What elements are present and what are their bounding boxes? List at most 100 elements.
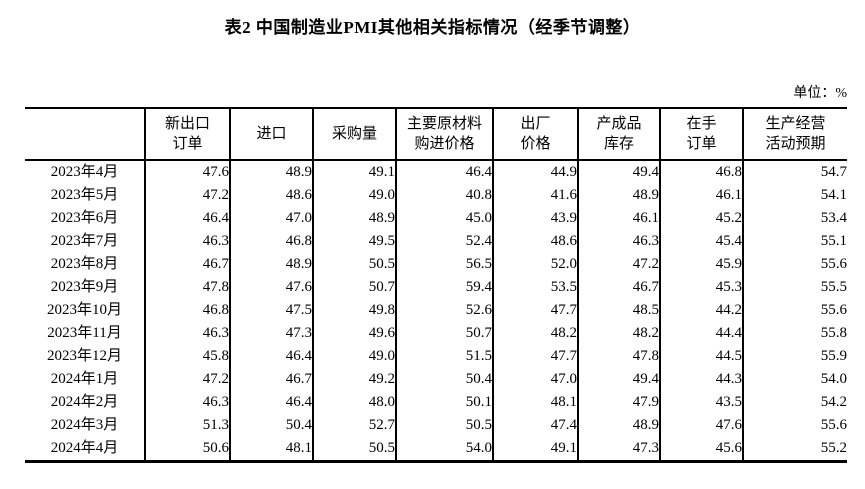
- value-cell: 46.4: [145, 207, 231, 230]
- value-cell: 45.3: [660, 276, 744, 299]
- value-cell: 43.5: [660, 391, 744, 414]
- value-cell: 47.2: [145, 368, 231, 391]
- value-cell: 48.1: [493, 391, 579, 414]
- value-cell: 52.6: [396, 299, 494, 322]
- value-cell: 51.3: [145, 414, 231, 437]
- value-cell: 52.0: [493, 253, 579, 276]
- column-header: 新出口 订单: [145, 107, 231, 161]
- value-cell: 46.7: [145, 253, 231, 276]
- value-cell: 50.1: [396, 391, 494, 414]
- table-row: 2024年3月 51.3 50.4 52.7 50.5 47.4 48.9 47.6 55.6: [25, 414, 847, 437]
- value-cell: 46.3: [145, 230, 231, 253]
- value-cell: 48.9: [578, 184, 661, 207]
- value-cell: 44.5: [660, 345, 744, 368]
- value-cell: 54.1: [820, 187, 847, 203]
- value-cell: 43.9: [493, 207, 579, 230]
- value-cell: 49.6: [313, 322, 397, 345]
- value-cell: 45.6: [660, 437, 744, 463]
- value-cell: 48.9: [230, 253, 314, 276]
- table-body: 2023年4月 47.6 48.9 49.1 46.4 44.9 49.4 46.8 54.7 2…: [25, 160, 847, 463]
- row-month-label: 2024年2月: [25, 391, 146, 414]
- table-row: 2023年7月 46.3 46.8 49.5 52.4 48.6 46.3 45.4 55.1: [25, 230, 847, 253]
- value-cell: 49.1: [313, 160, 397, 184]
- value-cell: 48.5: [578, 299, 661, 322]
- value-cell: 47.3: [578, 437, 661, 463]
- value-cell: 47.5: [230, 299, 314, 322]
- row-month-label: 2023年8月: [25, 253, 146, 276]
- value-cell: 44.4: [660, 322, 744, 345]
- table-row: 2023年10月 46.8 47.5 49.8 52.6 47.7 48.5 44.2 55.6: [25, 299, 847, 322]
- value-cell: 47.9: [578, 391, 661, 414]
- value-cell: 50.5: [313, 437, 397, 463]
- value-cell: 48.6: [493, 230, 579, 253]
- value-cell: 47.6: [145, 160, 231, 184]
- row-month-label: 2023年6月: [25, 207, 146, 230]
- value-cell: 48.2: [578, 322, 661, 345]
- table-row: 2023年5月 47.2 48.6 49.0 40.8 41.6 48.9 46.1 54.1: [25, 184, 847, 207]
- value-cell: 50.5: [313, 253, 397, 276]
- value-cell: 47.6: [660, 414, 744, 437]
- page-title: 表2 中国制造业PMI其他相关指标情况（经季节调整）: [224, 18, 641, 37]
- value-cell: 47.2: [145, 184, 231, 207]
- value-cell: 45.0: [396, 207, 494, 230]
- value-cell: 59.4: [396, 276, 494, 299]
- row-month-label: 2023年7月: [25, 230, 146, 253]
- value-cell: 50.6: [145, 437, 231, 463]
- value-cell: 50.4: [396, 368, 494, 391]
- value-cell: 48.9: [230, 160, 314, 184]
- unit-label: 单位：%: [793, 86, 847, 101]
- value-cell: 55.6: [820, 302, 847, 318]
- value-cell: 46.1: [660, 184, 744, 207]
- column-header: 在手 订单: [660, 107, 744, 161]
- value-cell: 54.0: [396, 437, 494, 463]
- value-cell: 49.1: [493, 437, 579, 463]
- column-header: 生产经营 活动预期: [743, 107, 847, 161]
- value-cell: 47.0: [230, 207, 314, 230]
- value-cell: 55.5: [820, 279, 847, 295]
- row-month-label: 2023年11月: [25, 322, 146, 345]
- value-cell: 40.8: [396, 184, 494, 207]
- value-cell: 45.2: [660, 207, 744, 230]
- value-cell: 49.0: [313, 184, 397, 207]
- table-row: 2023年9月 47.8 47.6 50.7 59.4 53.5 46.7 45.3 55.5: [25, 276, 847, 299]
- value-cell: 55.9: [820, 348, 847, 364]
- value-cell: 49.2: [313, 368, 397, 391]
- value-cell: 47.4: [493, 414, 579, 437]
- value-cell: 47.6: [230, 276, 314, 299]
- table-row: 2023年11月 46.3 47.3 49.6 50.7 48.2 48.2 44.4 55.8: [25, 322, 847, 345]
- column-header: 进口: [230, 107, 314, 161]
- value-cell: 45.4: [660, 230, 744, 253]
- value-cell: 47.2: [578, 253, 661, 276]
- row-month-label: 2024年1月: [25, 368, 146, 391]
- value-cell: 44.3: [660, 368, 744, 391]
- value-cell: 47.7: [493, 345, 579, 368]
- value-cell: 44.9: [493, 160, 579, 184]
- value-cell: 53.4: [820, 210, 847, 226]
- row-month-label: 2023年12月: [25, 345, 146, 368]
- column-header: 采购量: [313, 107, 397, 161]
- value-cell: 56.5: [396, 253, 494, 276]
- value-cell: 45.8: [145, 345, 231, 368]
- table-row: 2024年4月 50.6 48.1 50.5 54.0 49.1 47.3 45.6 55.2: [25, 437, 847, 463]
- value-cell: 47.8: [578, 345, 661, 368]
- value-cell: 46.1: [578, 207, 661, 230]
- row-month-label: 2023年10月: [25, 299, 146, 322]
- value-cell: 55.1: [820, 233, 847, 249]
- value-cell: 45.9: [660, 253, 744, 276]
- value-cell: 49.4: [578, 160, 661, 184]
- value-cell: 55.8: [820, 325, 847, 341]
- table-row: 2023年12月 45.8 46.4 49.0 51.5 47.7 47.8 44.5 55.9: [25, 345, 847, 368]
- row-month-label: 2023年4月: [25, 160, 146, 184]
- value-cell: 48.9: [578, 414, 661, 437]
- pmi-indicators-table: 新出口 订单 进口 采购量 主要原材料 购进价格 出厂 价格 产成品 库存 在手 订单 生产经…: [25, 107, 847, 463]
- value-cell: 46.4: [396, 160, 494, 184]
- value-cell: 44.2: [660, 299, 744, 322]
- header-row: 新出口 订单 进口 采购量 主要原材料 购进价格 出厂 价格 产成品 库存 在手 订单 生产经…: [25, 107, 847, 161]
- column-header: 产成品 库存: [578, 107, 661, 161]
- value-cell: 51.5: [396, 345, 494, 368]
- value-cell: 46.7: [230, 368, 314, 391]
- value-cell: 50.7: [396, 322, 494, 345]
- row-month-label: 2023年9月: [25, 276, 146, 299]
- value-cell: 46.3: [145, 391, 231, 414]
